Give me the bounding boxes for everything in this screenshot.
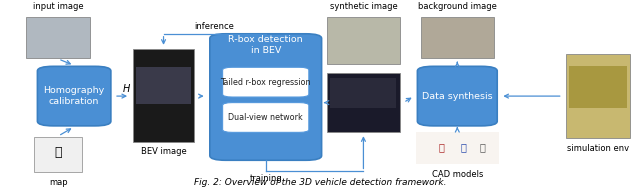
Text: Homography
calibration: Homography calibration bbox=[44, 86, 105, 106]
FancyBboxPatch shape bbox=[223, 103, 309, 132]
Text: Data synthesis: Data synthesis bbox=[422, 92, 493, 101]
FancyBboxPatch shape bbox=[26, 17, 90, 58]
Text: 🚗: 🚗 bbox=[438, 142, 444, 152]
FancyBboxPatch shape bbox=[420, 17, 494, 58]
FancyBboxPatch shape bbox=[136, 67, 191, 104]
FancyBboxPatch shape bbox=[210, 34, 321, 160]
FancyBboxPatch shape bbox=[569, 66, 627, 108]
FancyBboxPatch shape bbox=[326, 17, 400, 63]
FancyBboxPatch shape bbox=[566, 54, 630, 138]
FancyBboxPatch shape bbox=[417, 66, 497, 126]
Text: map: map bbox=[49, 178, 67, 187]
Text: training: training bbox=[250, 174, 282, 183]
Text: 🚕: 🚕 bbox=[480, 142, 486, 152]
Text: BEV image: BEV image bbox=[141, 147, 186, 156]
Text: CAD models: CAD models bbox=[431, 169, 483, 179]
FancyBboxPatch shape bbox=[326, 73, 400, 132]
FancyBboxPatch shape bbox=[416, 132, 499, 164]
FancyBboxPatch shape bbox=[223, 67, 309, 97]
Text: 🗺: 🗺 bbox=[54, 146, 62, 159]
Text: Tailed r-box regression: Tailed r-box regression bbox=[220, 78, 311, 87]
FancyBboxPatch shape bbox=[37, 66, 111, 126]
FancyBboxPatch shape bbox=[133, 49, 194, 142]
Text: inference: inference bbox=[195, 22, 235, 31]
Text: background image: background image bbox=[418, 2, 497, 11]
Text: Dual-view network: Dual-view network bbox=[228, 113, 303, 122]
FancyBboxPatch shape bbox=[330, 78, 396, 108]
Text: synthetic image: synthetic image bbox=[330, 2, 397, 11]
Text: H: H bbox=[123, 84, 131, 94]
Text: simulation env: simulation env bbox=[567, 143, 629, 153]
Text: 🚙: 🚙 bbox=[461, 142, 467, 152]
FancyBboxPatch shape bbox=[34, 137, 82, 172]
Text: R-box detection
in BEV: R-box detection in BEV bbox=[228, 35, 303, 55]
Text: input image: input image bbox=[33, 2, 83, 11]
Text: Fig. 2: Overview of the 3D vehicle detection framework.: Fig. 2: Overview of the 3D vehicle detec… bbox=[194, 178, 446, 187]
